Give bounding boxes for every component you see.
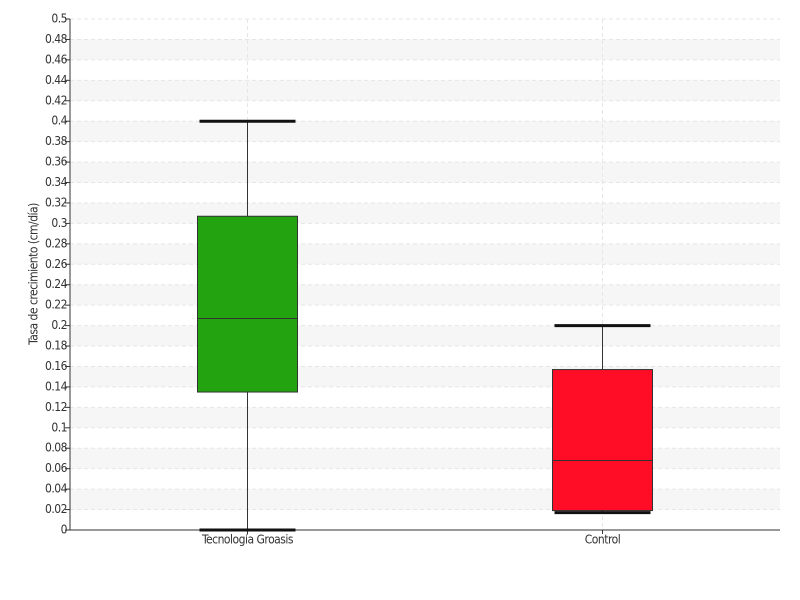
y-tick-label: 0.5 [51, 12, 67, 26]
y-tick-label: 0.34 [45, 175, 68, 189]
y-tick-label: 0.04 [45, 482, 68, 496]
y-tick-label: 0.26 [45, 257, 68, 271]
x-tick-label: Tecnología Groasis [201, 533, 294, 547]
y-tick-label: 0.12 [45, 400, 67, 414]
grid-band [70, 448, 780, 469]
y-tick-label: 0.2 [51, 318, 67, 332]
box [197, 215, 298, 393]
y-tick-label: 0.24 [45, 277, 68, 291]
y-tick-label: 0.32 [45, 195, 67, 209]
grid-band [70, 39, 780, 60]
grid-band [70, 202, 780, 224]
grid-band [70, 489, 780, 510]
y-tick-label: 0.06 [45, 461, 68, 475]
grid-band [70, 366, 780, 387]
grid-band [70, 162, 780, 183]
y-tick-label: 0.42 [45, 93, 67, 107]
grid-band [70, 80, 780, 101]
y-tick-label: 0.4 [51, 114, 67, 128]
y-tick-label: 0.18 [45, 339, 68, 353]
y-tick-label: 0.46 [45, 52, 68, 66]
y-tick-label: 0.38 [45, 134, 68, 148]
y-tick-label: 0.14 [45, 379, 68, 393]
x-tick-label: Control [585, 533, 621, 547]
grid-band [70, 407, 780, 428]
y-tick-label: 0.36 [45, 155, 68, 169]
grid-band [70, 284, 780, 306]
grid-band [70, 121, 780, 142]
y-tick-label: 0.1 [51, 420, 67, 434]
grid-band [70, 325, 780, 347]
box [552, 369, 653, 512]
y-tick-label: 0.48 [45, 32, 68, 46]
y-tick-label: 0.16 [45, 359, 68, 373]
y-tick-label: 0.22 [45, 298, 67, 312]
y-axis-label: Tasa de crecimiento (cm/día) [27, 203, 41, 346]
grid-band [70, 243, 780, 265]
y-tick-label: 0.28 [45, 236, 68, 250]
y-tick-label: 0.44 [45, 73, 68, 87]
y-tick-label: 0.02 [45, 502, 67, 516]
y-tick-label: 0.3 [51, 216, 67, 230]
y-tick-label: 0 [61, 523, 68, 537]
y-tick-label: 0.08 [45, 441, 68, 455]
